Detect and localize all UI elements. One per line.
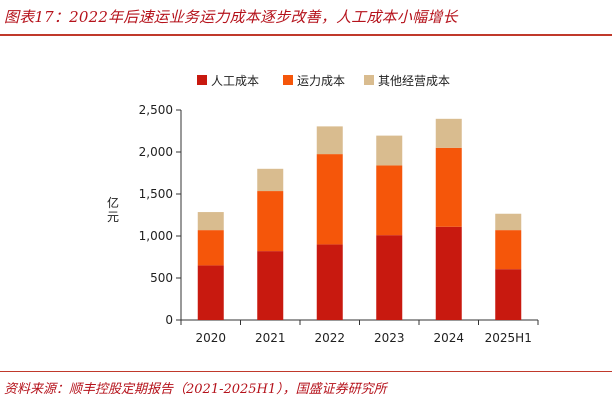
x-tick-label-4: 2024 [433, 331, 464, 345]
legend-swatch-0 [197, 75, 207, 85]
bar-2021-series-0 [257, 251, 284, 320]
bar-2023-series-2 [376, 135, 403, 166]
bar-2024-series-0 [435, 226, 462, 320]
y-tick-label-3: 1,500 [139, 187, 173, 201]
stacked-bar-chart: 人工成本 运力成本 其他经营成本 0 500 1,000 1,500 2,000 2,500 亿元… [107, 74, 539, 345]
bar-2023-series-0 [376, 235, 403, 320]
bar-2020-series-2 [197, 212, 224, 231]
x-tick-label-1: 2021 [255, 331, 286, 345]
title-divider [0, 34, 612, 36]
bar-2023-series-1 [376, 165, 403, 236]
bar-2022-series-2 [316, 126, 343, 155]
bar-2021-series-1 [257, 191, 284, 252]
y-tick-label-4: 2,000 [139, 145, 173, 159]
x-tick-label-3: 2023 [374, 331, 405, 345]
legend-label-0: 人工成本 [211, 74, 259, 88]
y-tick-label-5: 2,500 [139, 103, 173, 117]
legend-swatch-1 [283, 75, 293, 85]
bar-2025H1-series-2 [495, 213, 522, 231]
footer-divider [0, 371, 612, 372]
bar-2024-series-2 [435, 118, 462, 148]
y-tick-label-1: 500 [150, 271, 173, 285]
x-tick-label-5: 2025H1 [485, 331, 532, 345]
y-tick-label-0: 0 [165, 313, 173, 327]
bar-2021-series-2 [257, 168, 284, 192]
legend-label-1: 运力成本 [297, 74, 345, 88]
y-tick-label-2: 1,000 [139, 229, 173, 243]
x-tick-label-0: 2020 [195, 331, 226, 345]
source-note: 资料来源：顺丰控股定期报告（2021-2025H1），国盛证券研究所 [4, 382, 387, 397]
legend-swatch-2 [364, 75, 374, 85]
bar-2025H1-series-1 [495, 230, 522, 270]
bar-2022-series-1 [316, 154, 343, 245]
bar-2024-series-1 [435, 147, 462, 227]
bar-2020-series-0 [197, 265, 224, 320]
x-tick-label-2: 2022 [314, 331, 345, 345]
y-axis-label: 亿元 [107, 195, 119, 224]
chart-title: 图表17：2022年后速运业务运力成本逐步改善，人工成本小幅增长 [4, 8, 458, 26]
legend-label-2: 其他经营成本 [378, 74, 450, 88]
bar-2025H1-series-0 [495, 269, 522, 320]
bar-2022-series-0 [316, 244, 343, 320]
bar-2020-series-1 [197, 230, 224, 266]
